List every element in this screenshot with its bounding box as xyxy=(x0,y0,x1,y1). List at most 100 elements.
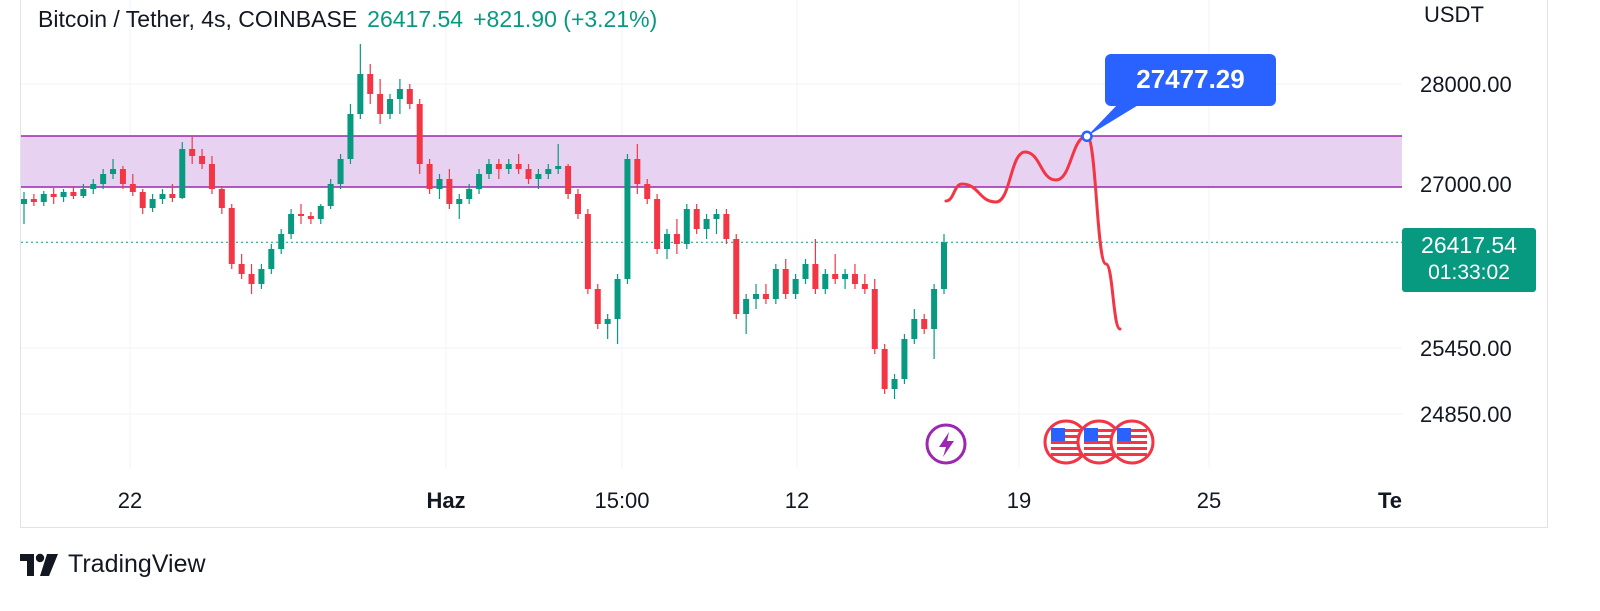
candle-body xyxy=(792,279,799,294)
candle-body xyxy=(426,164,433,189)
candle-body xyxy=(90,184,97,189)
candle-body xyxy=(70,192,77,196)
candle-body xyxy=(654,199,661,249)
symbol-title: Bitcoin / Tether, 4s, COINBASE xyxy=(38,6,358,32)
candle-body xyxy=(565,166,572,194)
candle-body xyxy=(545,169,552,174)
candle-body xyxy=(110,169,117,174)
candle-body xyxy=(753,294,760,299)
flag-stripe xyxy=(1051,435,1081,438)
candle-body xyxy=(941,242,947,289)
candle-body xyxy=(149,199,156,208)
candle-body xyxy=(357,74,364,114)
candle-body xyxy=(377,94,384,114)
candle-body xyxy=(881,349,888,389)
candle-body xyxy=(594,289,601,324)
target-point-marker xyxy=(1081,130,1093,143)
candle-body xyxy=(30,199,37,202)
flag-stripe xyxy=(1117,453,1147,456)
current-price-tag: 26417.54 01:33:02 xyxy=(1402,228,1536,292)
x-tick-label: Haz xyxy=(426,488,465,513)
candle-body xyxy=(317,206,324,219)
candle-body xyxy=(861,284,868,289)
candle-body xyxy=(208,164,215,189)
candle-body xyxy=(218,189,225,208)
candle-body xyxy=(782,269,789,294)
flag-canton xyxy=(1084,428,1098,441)
candle-body xyxy=(634,159,641,184)
candle-body xyxy=(891,379,898,389)
candle-body xyxy=(476,174,483,189)
candle-body xyxy=(822,274,829,289)
candle-body xyxy=(644,184,651,199)
candle-body xyxy=(159,194,166,199)
flag-stripe xyxy=(1084,435,1114,438)
candle-body xyxy=(466,189,473,199)
x-tick-label: 12 xyxy=(785,488,809,513)
candle-body xyxy=(871,289,878,349)
candle-body xyxy=(416,104,423,164)
candle-body xyxy=(921,319,928,329)
y-tick-label: 28000.00 xyxy=(1420,72,1512,97)
flag-stripe xyxy=(1084,453,1114,456)
candle-body xyxy=(40,194,47,202)
current-price-value: 26417.54 xyxy=(1421,232,1517,258)
x-tick-label: Te xyxy=(1378,488,1402,513)
candle-body xyxy=(179,149,186,198)
projection-curve xyxy=(944,134,1122,331)
candle-body xyxy=(139,192,146,208)
tradingview-logo[interactable]: TradingView xyxy=(20,550,206,579)
candle-body xyxy=(772,269,779,299)
price-change: +821.90 (+3.21%) xyxy=(473,6,658,32)
candle-body xyxy=(743,299,750,314)
flag-stripe xyxy=(1051,453,1081,456)
flag-stripe xyxy=(1084,447,1114,450)
flag-stripe xyxy=(1117,435,1147,438)
candle-body xyxy=(673,234,680,244)
candle-body xyxy=(258,269,265,284)
x-tick-label: 19 xyxy=(1007,488,1031,513)
candle-body xyxy=(614,279,621,319)
x-tick-label: 15:00 xyxy=(594,488,649,513)
candle-body xyxy=(436,179,443,189)
candle-body xyxy=(703,219,710,229)
candle-body xyxy=(693,209,700,229)
candle-body xyxy=(228,208,235,264)
candle-body xyxy=(80,189,87,196)
candle-body xyxy=(446,179,453,204)
target-callout[interactable]: 27477.29 xyxy=(1105,54,1276,106)
brand-name: TradingView xyxy=(68,550,206,578)
lightning-icon-glyph xyxy=(939,432,954,457)
candle-body xyxy=(604,319,611,324)
candle-body xyxy=(100,174,107,184)
candle-body xyxy=(683,209,690,244)
candle-body xyxy=(812,264,819,289)
candle-body xyxy=(50,194,57,197)
last-price: 26417.54 xyxy=(367,6,464,32)
flag-stripe xyxy=(1117,441,1147,444)
flag-stripe xyxy=(1084,441,1114,444)
candle-body xyxy=(367,74,374,94)
candle-body xyxy=(307,216,314,219)
y-tick-label: 24850.00 xyxy=(1420,402,1512,427)
candle-body xyxy=(60,192,67,197)
candle-body xyxy=(327,184,334,206)
flag-stripe xyxy=(1084,429,1114,432)
candle-body xyxy=(396,89,403,99)
candle-body xyxy=(347,114,354,159)
candle-body xyxy=(525,169,532,179)
candle-body xyxy=(842,274,849,279)
callout-pointer xyxy=(1087,104,1140,137)
chart-frame xyxy=(20,0,1548,528)
candle-body xyxy=(901,339,908,379)
candle-body xyxy=(723,214,730,239)
candle-body xyxy=(268,249,275,269)
candle-body xyxy=(189,149,196,156)
candle-body xyxy=(288,214,295,234)
bar-countdown: 01:33:02 xyxy=(1428,261,1510,284)
candle-body xyxy=(248,274,255,284)
candle-body xyxy=(238,264,245,274)
candle-body xyxy=(911,319,918,339)
candle-body xyxy=(169,194,176,198)
